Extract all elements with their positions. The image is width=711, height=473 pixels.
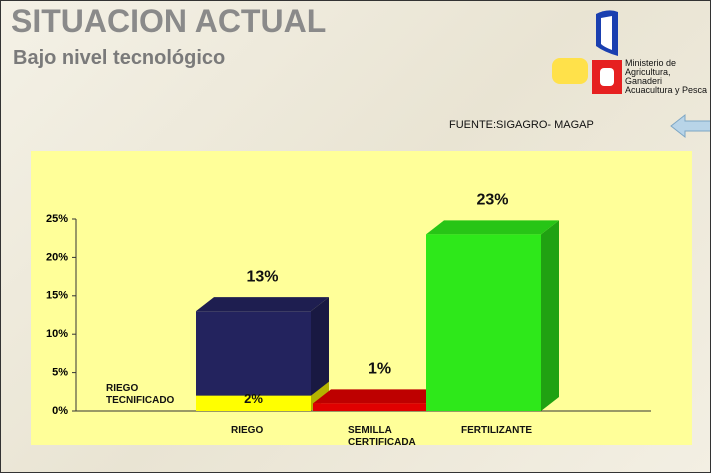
y-tick-label: 20%: [46, 251, 68, 263]
y-tick-label: 10%: [46, 328, 68, 340]
overlay-value-label: 2%: [244, 391, 263, 406]
slide-subtitle: Bajo nivel tecnológico: [13, 47, 226, 69]
y-tick-label: 0%: [52, 405, 68, 417]
bar-top: [426, 220, 559, 235]
logo-line: Agricultura, Ganaderi: [625, 67, 671, 86]
source: FUENTE:SIGAGRO- MAGAP: [449, 119, 594, 131]
bar: [426, 234, 541, 411]
bar: [313, 403, 428, 411]
logo-line: Ministerio de: [625, 58, 677, 68]
bar-side: [541, 220, 559, 411]
y-tick-label: 25%: [46, 213, 68, 225]
value-label: 23%: [476, 192, 508, 209]
value-label: 13%: [246, 268, 278, 285]
overlay-name: RIEGO TECNIFICADO: [106, 383, 175, 406]
logo-text: Ministerio de Agricultura, Ganaderi Acua…: [625, 59, 710, 95]
bar-side: [311, 297, 329, 411]
y-tick-label: 5%: [52, 367, 68, 379]
slide-title: SITUACION ACTUAL: [11, 3, 327, 39]
bar-top: [313, 389, 446, 404]
value-label: 1%: [368, 361, 391, 378]
bar: [196, 395, 311, 411]
bar: [196, 311, 311, 411]
y-tick-label: 15%: [46, 290, 68, 302]
x-tick-label: FERTILIZANTE: [461, 425, 533, 436]
x-tick-label: SEMILLA CERTIFICADA: [348, 425, 416, 448]
logo: [552, 10, 622, 94]
bar-top: [196, 297, 329, 312]
logo-line: Acuacultura y Pesca: [625, 85, 708, 95]
x-tick-label: RIEGO: [231, 425, 264, 436]
back-arrow[interactable]: [669, 113, 711, 139]
